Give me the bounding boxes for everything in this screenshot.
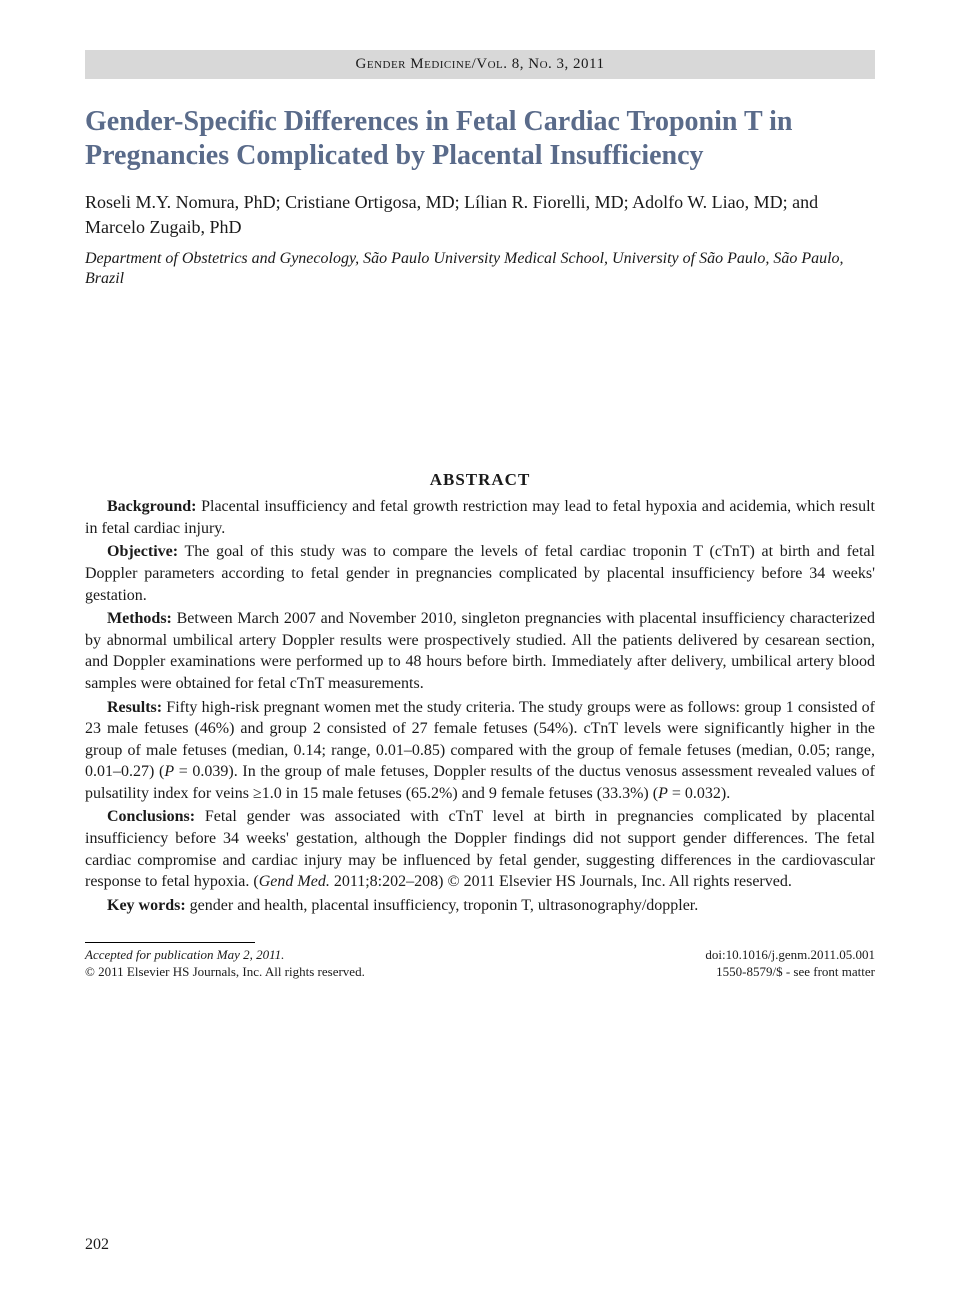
copyright-line: © 2011 Elsevier HS Journals, Inc. All ri… bbox=[85, 964, 365, 981]
abstract-objective: Objective: The goal of this study was to… bbox=[85, 541, 875, 606]
objective-text: The goal of this study was to compare th… bbox=[85, 543, 875, 603]
methods-text: Between March 2007 and November 2010, si… bbox=[85, 610, 875, 692]
author-list: Roseli M.Y. Nomura, PhD; Cristiane Ortig… bbox=[85, 190, 875, 240]
background-text: Placental insufficiency and fetal growth… bbox=[85, 498, 875, 537]
affiliation: Department of Obstetrics and Gynecology,… bbox=[85, 249, 875, 291]
conclusions-cite-detail: 2011;8:202–208) © 2011 Elsevier HS Journ… bbox=[330, 873, 792, 890]
footer-row: Accepted for publication May 2, 2011. © … bbox=[85, 947, 875, 981]
conclusions-label: Conclusions: bbox=[107, 808, 195, 825]
results-text-after: ). bbox=[721, 785, 730, 802]
abstract-heading: ABSTRACT bbox=[85, 470, 875, 490]
conclusions-citation: Gend Med. bbox=[259, 873, 330, 890]
accepted-date: Accepted for publication May 2, 2011. bbox=[85, 947, 365, 964]
keywords-text: gender and health, placental insufficien… bbox=[186, 897, 699, 914]
footer-left: Accepted for publication May 2, 2011. © … bbox=[85, 947, 365, 981]
abstract-conclusions: Conclusions: Fetal gender was associated… bbox=[85, 806, 875, 892]
abstract-results: Results: Fifty high-risk pregnant women … bbox=[85, 697, 875, 805]
p-value-1-label: P bbox=[164, 763, 174, 780]
results-label: Results: bbox=[107, 699, 162, 716]
background-label: Background: bbox=[107, 498, 197, 515]
abstract-methods: Methods: Between March 2007 and November… bbox=[85, 608, 875, 694]
journal-header-bar: Gender Medicine/Vol. 8, No. 3, 2011 bbox=[85, 50, 875, 79]
article-title: Gender-Specific Differences in Fetal Car… bbox=[85, 105, 875, 172]
abstract-keywords: Key words: gender and health, placental … bbox=[85, 895, 875, 917]
journal-header-text: Gender Medicine/Vol. 8, No. 3, 2011 bbox=[356, 56, 605, 72]
footer-right: doi:10.1016/j.genm.2011.05.001 1550-8579… bbox=[705, 947, 875, 981]
keywords-label: Key words: bbox=[107, 897, 186, 914]
methods-label: Methods: bbox=[107, 610, 172, 627]
issn: 1550-8579/$ - see front matter bbox=[705, 964, 875, 981]
p-value-2-label: P bbox=[658, 785, 668, 802]
objective-label: Objective: bbox=[107, 543, 178, 560]
page-number: 202 bbox=[85, 1236, 109, 1254]
footer-rule bbox=[85, 942, 255, 943]
abstract-background: Background: Placental insufficiency and … bbox=[85, 496, 875, 539]
p-value-1: = 0.039 bbox=[174, 763, 228, 780]
doi: doi:10.1016/j.genm.2011.05.001 bbox=[705, 947, 875, 964]
p-value-2: = 0.032 bbox=[668, 785, 721, 802]
